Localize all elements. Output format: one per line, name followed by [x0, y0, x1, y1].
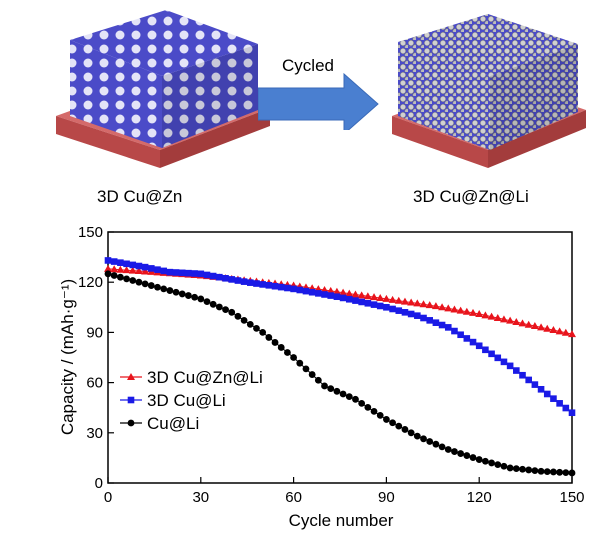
- x-axis-ticks: 0 30 60 90 120 150: [104, 477, 585, 506]
- legend: 3D Cu@Zn@Li 3D Cu@Li Cu@Li: [120, 368, 263, 433]
- y-tick-label: 120: [78, 274, 103, 291]
- data-point: [363, 292, 372, 300]
- data-point: [351, 290, 360, 298]
- data-point: [127, 419, 135, 427]
- right-framework-lithium: [398, 14, 578, 150]
- data-point: [128, 266, 137, 274]
- data-point: [518, 319, 527, 327]
- data-point: [104, 264, 112, 272]
- legend-item: Cu@Li: [120, 414, 199, 433]
- legend-item: 3D Cu@Li: [120, 391, 226, 410]
- data-point: [462, 307, 471, 315]
- x-tick-label: 30: [192, 489, 209, 506]
- x-tick-label: 60: [285, 489, 302, 506]
- data-point: [127, 396, 135, 404]
- x-tick-label: 120: [467, 489, 492, 506]
- data-point: [431, 302, 440, 310]
- right-cube-label: 3D Cu@Zn@Li: [413, 187, 529, 206]
- y-axis-ticks: 0 30 60 90 120 150: [78, 224, 114, 492]
- legend-label: Cu@Li: [147, 414, 199, 433]
- data-point: [141, 267, 150, 275]
- series-3d-cu-li: [104, 257, 576, 417]
- legend-item: 3D Cu@Zn@Li: [120, 368, 263, 387]
- data-point: [425, 301, 434, 309]
- cu-zn-framework-illustration: [56, 10, 586, 168]
- left-framework: [70, 10, 258, 148]
- series-layer: [104, 257, 576, 477]
- data-point: [568, 409, 576, 417]
- data-point: [549, 326, 558, 334]
- data-point: [568, 330, 576, 338]
- x-tick-label: 0: [104, 489, 112, 506]
- y-tick-label: 30: [86, 425, 103, 442]
- data-point: [345, 289, 354, 297]
- arrow-icon: [258, 72, 379, 130]
- left-cube-label: 3D Cu@Zn: [97, 187, 183, 206]
- x-tick-label: 150: [559, 489, 584, 506]
- data-point: [127, 373, 135, 380]
- data-point: [357, 291, 366, 299]
- y-axis-title: Capacity / (mAh·g⁻¹): [58, 279, 77, 435]
- data-point: [332, 287, 341, 295]
- data-point: [339, 288, 348, 296]
- legend-label: 3D Cu@Li: [147, 391, 226, 410]
- data-point: [110, 265, 119, 273]
- y-tick-label: 0: [95, 475, 103, 492]
- data-point: [469, 308, 478, 316]
- series-line: [107, 259, 573, 414]
- data-point: [413, 299, 422, 307]
- y-tick-label: 60: [86, 375, 103, 392]
- data-point: [419, 300, 428, 308]
- y-tick-label: 90: [86, 324, 103, 341]
- plot-frame: [107, 231, 573, 484]
- data-point: [506, 316, 515, 324]
- x-axis-title: Cycle number: [289, 511, 394, 530]
- plot-border: [107, 231, 573, 484]
- series-cu-li: [104, 270, 576, 477]
- series-line: [107, 273, 573, 474]
- x-tick-label: 90: [378, 489, 395, 506]
- series-line: [107, 268, 573, 335]
- y-tick-label: 150: [78, 224, 103, 241]
- arrow-label: Cycled: [282, 56, 334, 75]
- cycled-arrow: Cycled: [258, 50, 388, 130]
- data-point: [487, 312, 496, 320]
- data-point: [122, 266, 131, 274]
- legend-label: 3D Cu@Zn@Li: [147, 368, 263, 387]
